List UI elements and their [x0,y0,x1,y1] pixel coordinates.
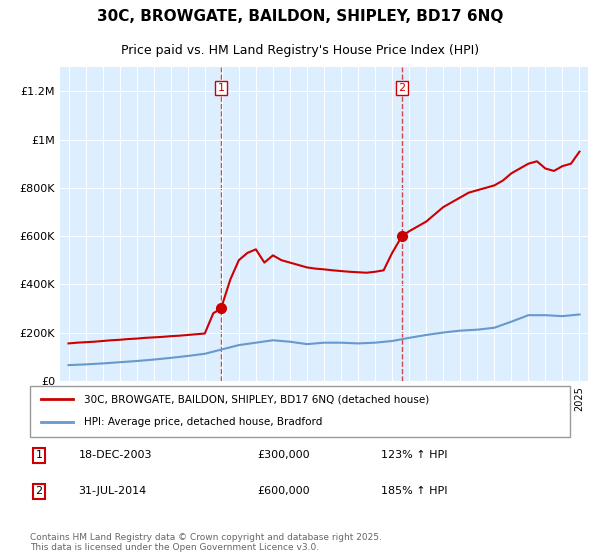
Text: Price paid vs. HM Land Registry's House Price Index (HPI): Price paid vs. HM Land Registry's House … [121,44,479,57]
FancyBboxPatch shape [30,386,570,437]
Text: 123% ↑ HPI: 123% ↑ HPI [381,450,448,460]
Text: 31-JUL-2014: 31-JUL-2014 [79,487,147,496]
Text: 2: 2 [398,83,406,93]
Text: 18-DEC-2003: 18-DEC-2003 [79,450,152,460]
Text: Contains HM Land Registry data © Crown copyright and database right 2025.
This d: Contains HM Land Registry data © Crown c… [30,533,382,552]
Text: HPI: Average price, detached house, Bradford: HPI: Average price, detached house, Brad… [84,417,322,427]
Text: 30C, BROWGATE, BAILDON, SHIPLEY, BD17 6NQ (detached house): 30C, BROWGATE, BAILDON, SHIPLEY, BD17 6N… [84,394,429,404]
Text: 185% ↑ HPI: 185% ↑ HPI [381,487,448,496]
Text: 30C, BROWGATE, BAILDON, SHIPLEY, BD17 6NQ: 30C, BROWGATE, BAILDON, SHIPLEY, BD17 6N… [97,10,503,24]
Text: 2: 2 [35,487,43,496]
Text: £300,000: £300,000 [257,450,310,460]
Text: 1: 1 [218,83,224,93]
Text: £600,000: £600,000 [257,487,310,496]
Text: 1: 1 [35,450,43,460]
